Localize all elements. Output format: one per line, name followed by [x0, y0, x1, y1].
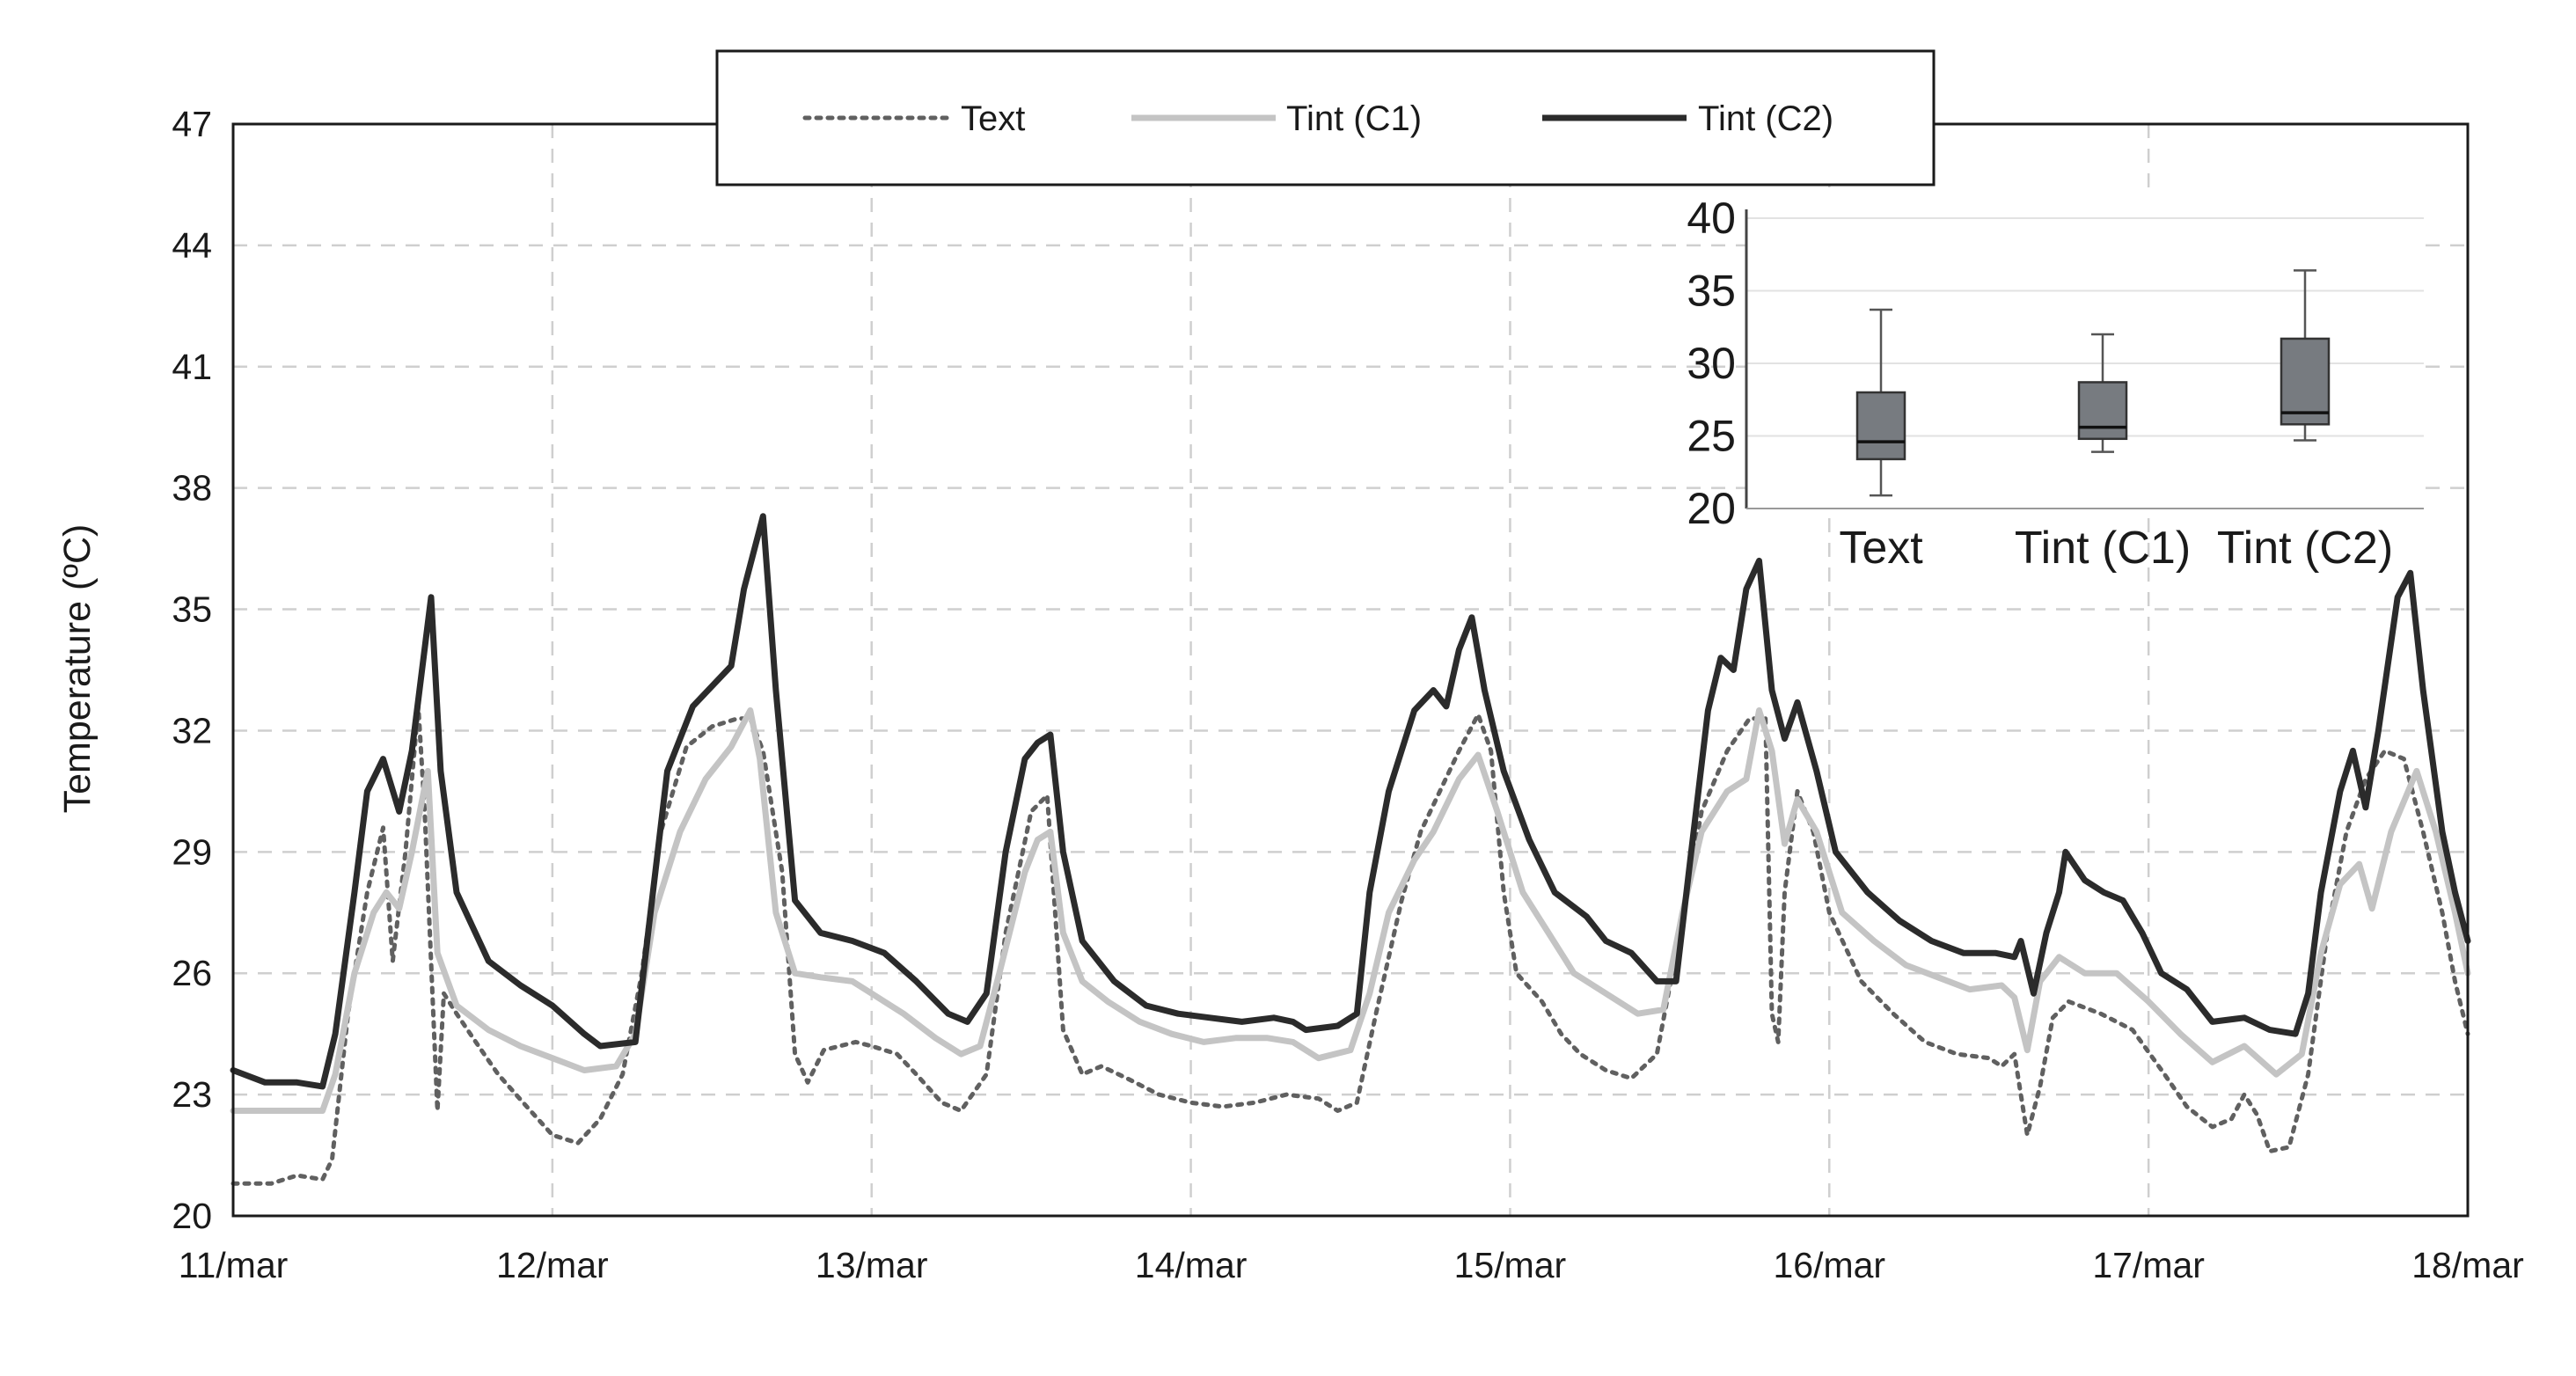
series-line-tint-c2: [230, 513, 2471, 1090]
inset-y-ticks: 20 25 30 35 40: [1687, 194, 1736, 533]
inset-y-tick-label: 30: [1687, 339, 1736, 388]
y-tick-label: 26: [172, 953, 212, 993]
legend-label-text: Text: [961, 99, 1025, 138]
y-axis-ticks: 20 23 26 29 32 35 38 41 44 47: [172, 104, 212, 1236]
inset-category-labels: Text Tint (C1) Tint (C2): [1839, 523, 2393, 574]
x-tick-label: 14/mar: [1135, 1245, 1248, 1285]
legend-label-tint-c1: Tint (C1): [1286, 99, 1422, 138]
inset-category-label: Text: [1839, 523, 1923, 574]
legend-label-tint-c2: Tint (C2): [1698, 99, 1833, 138]
main-gridlines: [233, 124, 2468, 1216]
y-axis-label: Temperature (ºC): [56, 524, 99, 814]
y-tick-label: 23: [172, 1074, 212, 1115]
series-line-text: [231, 704, 2470, 1186]
box-iqr: [1855, 391, 1906, 461]
inset-y-tick-label: 25: [1687, 412, 1736, 461]
y-tick-label: 32: [172, 710, 212, 750]
y-tick-label: 29: [172, 831, 212, 872]
inset-y-tick-label: 35: [1687, 267, 1736, 316]
y-tick-label: 20: [172, 1196, 212, 1236]
y-tick-label: 41: [172, 347, 212, 387]
y-tick-label: 47: [172, 104, 212, 144]
main-series-lines: [230, 513, 2471, 1186]
inset-boxplot: 20 25 30 35 40 Text Tint (C1) Tint (C2): [1687, 194, 2424, 574]
x-tick-label: 11/mar: [179, 1245, 289, 1285]
x-tick-label: 17/mar: [2092, 1245, 2205, 1285]
x-axis-ticks: 11/mar 12/mar 13/mar 14/mar 15/mar 16/mar 17/m…: [179, 1245, 2524, 1285]
x-tick-label: 18/mar: [2411, 1245, 2524, 1285]
series-line-tint-c1: [230, 707, 2471, 1114]
inset-boxes: [1855, 269, 2331, 497]
x-tick-label: 15/mar: [1454, 1245, 1567, 1285]
x-tick-label: 16/mar: [1773, 1245, 1885, 1285]
inset-y-tick-label: 40: [1687, 194, 1736, 243]
box-iqr: [2280, 337, 2331, 426]
inset-category-label: Tint (C1): [2015, 523, 2191, 574]
box-iqr: [2077, 381, 2128, 441]
y-tick-label: 44: [172, 225, 212, 266]
x-tick-label: 12/mar: [496, 1245, 609, 1285]
inset-y-tick-label: 20: [1687, 484, 1736, 533]
inset-category-label: Tint (C2): [2217, 523, 2393, 574]
legend: Text Tint (C1) Tint (C2): [715, 49, 1936, 187]
x-tick-label: 13/mar: [816, 1245, 928, 1285]
y-tick-label: 38: [172, 468, 212, 509]
y-tick-label: 35: [172, 589, 212, 630]
